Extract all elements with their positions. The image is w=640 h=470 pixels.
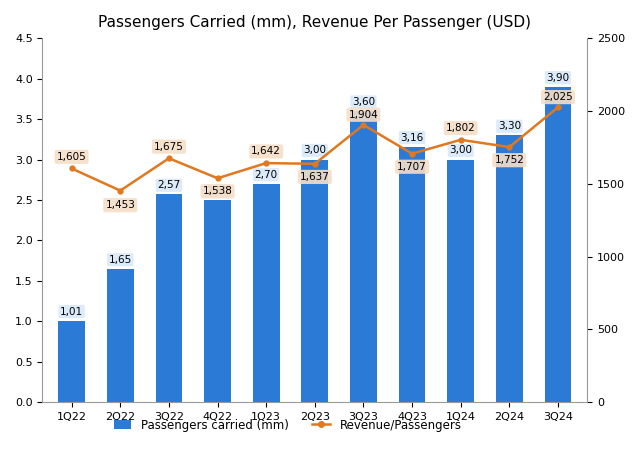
Text: 1,675: 1,675	[154, 141, 184, 152]
Text: 2,50: 2,50	[206, 186, 229, 196]
Bar	[253, 184, 280, 402]
Bar	[58, 321, 85, 402]
Text: 2,70: 2,70	[255, 170, 278, 180]
Bar	[350, 111, 377, 402]
Bar	[107, 269, 134, 402]
Text: 1,65: 1,65	[109, 255, 132, 265]
Bar	[156, 194, 182, 402]
Text: 1,605: 1,605	[57, 152, 86, 162]
Text: 3,00: 3,00	[303, 145, 326, 156]
Title: Passengers Carried (mm), Revenue Per Passenger (USD): Passengers Carried (mm), Revenue Per Pas…	[99, 15, 531, 30]
Bar	[496, 135, 523, 402]
Text: 2,57: 2,57	[157, 180, 180, 190]
Text: 1,642: 1,642	[252, 147, 281, 157]
Bar	[545, 86, 572, 402]
Text: 3,90: 3,90	[547, 73, 570, 83]
Text: 1,637: 1,637	[300, 172, 330, 182]
Text: 3,16: 3,16	[401, 133, 424, 142]
Text: 1,707: 1,707	[397, 162, 427, 172]
Text: 1,802: 1,802	[446, 123, 476, 133]
Bar	[447, 159, 474, 402]
Text: 3,30: 3,30	[498, 121, 521, 131]
Text: 1,538: 1,538	[203, 187, 232, 196]
Bar	[399, 147, 426, 402]
Text: 3,60: 3,60	[352, 97, 375, 107]
Text: 1,453: 1,453	[106, 200, 135, 210]
Text: 2,025: 2,025	[543, 92, 573, 102]
Legend: Passengers carried (mm), Revenue/Passengers: Passengers carried (mm), Revenue/Passeng…	[109, 414, 466, 437]
Bar	[301, 159, 328, 402]
Text: 1,904: 1,904	[349, 110, 378, 120]
Text: 1,01: 1,01	[60, 306, 83, 316]
Text: 1,752: 1,752	[495, 155, 524, 165]
Text: 3,00: 3,00	[449, 145, 472, 156]
Bar	[204, 200, 231, 402]
